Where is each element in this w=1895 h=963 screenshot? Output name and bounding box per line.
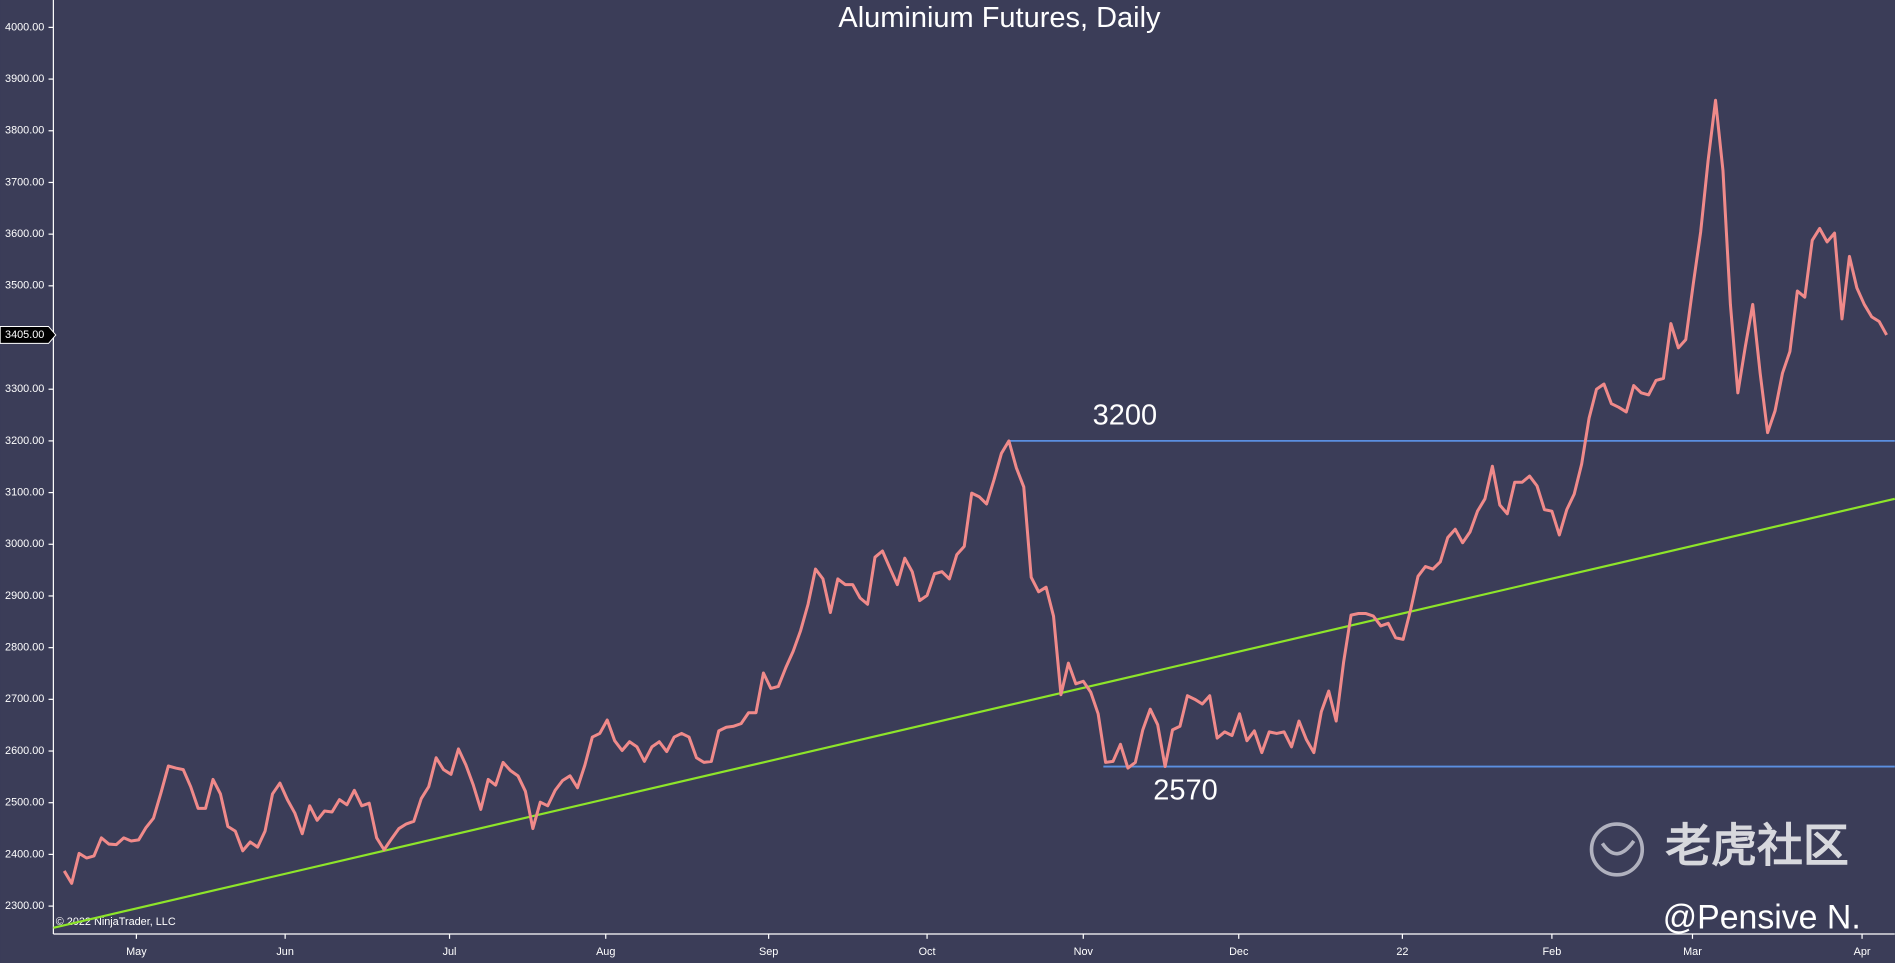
x-tick-label: May (126, 946, 147, 958)
y-tick-label: 3100.00 (5, 486, 44, 498)
y-tick-label: 3600.00 (5, 228, 44, 240)
y-tick-label: 3800.00 (5, 125, 44, 137)
level-label: 2570 (1153, 775, 1217, 807)
chart-title: Aluminium Futures, Daily (838, 2, 1161, 34)
x-tick-label: Jul (443, 946, 457, 958)
x-tick-label: Jun (276, 946, 294, 958)
logo-circle (1589, 822, 1645, 877)
last-price-box (0, 325, 57, 344)
x-tick-label: Nov (1074, 946, 1094, 958)
y-tick-label: 2300.00 (5, 900, 44, 912)
x-tick-label: Sep (759, 946, 778, 958)
watermark-logo (1589, 822, 1645, 877)
price-line (62, 98, 1888, 885)
y-tick-label: 2700.00 (5, 693, 44, 705)
y-tick-label: 2400.00 (5, 848, 44, 860)
x-tick-label: Dec (1229, 946, 1249, 958)
y-tick-label: 2500.00 (5, 797, 44, 809)
x-tick-label: Mar (1683, 946, 1702, 958)
y-tick-label: 3900.00 (5, 73, 44, 85)
watermark: 老虎社区 (1665, 820, 1849, 872)
x-tick-label: 22 (1396, 946, 1408, 958)
logo-mark (1600, 839, 1636, 856)
x-tick-label: Feb (1543, 946, 1562, 958)
y-tick-label: 3500.00 (5, 280, 44, 292)
y-tick-label: 3700.00 (5, 176, 44, 188)
y-tick-label: 2600.00 (5, 745, 44, 757)
x-tick-label: Aug (596, 946, 615, 958)
x-tick-label: Oct (919, 946, 936, 958)
x-tick-label: Apr (1854, 946, 1871, 958)
y-tick-label: 3300.00 (5, 383, 44, 395)
y-tick-label: 2800.00 (5, 642, 44, 654)
copyright: © 2022 NinjaTrader, LLC (56, 916, 176, 928)
y-tick-label: 2900.00 (5, 590, 44, 602)
y-tick-label: 4000.00 (5, 21, 44, 33)
last-price-label: 3405.00 (5, 329, 44, 341)
y-tick-label: 3200.00 (5, 435, 44, 447)
trendline (53, 497, 1895, 929)
y-tick-label: 3000.00 (5, 538, 44, 550)
author: @Pensive N. (1663, 898, 1861, 936)
level-label: 3200 (1093, 399, 1157, 431)
